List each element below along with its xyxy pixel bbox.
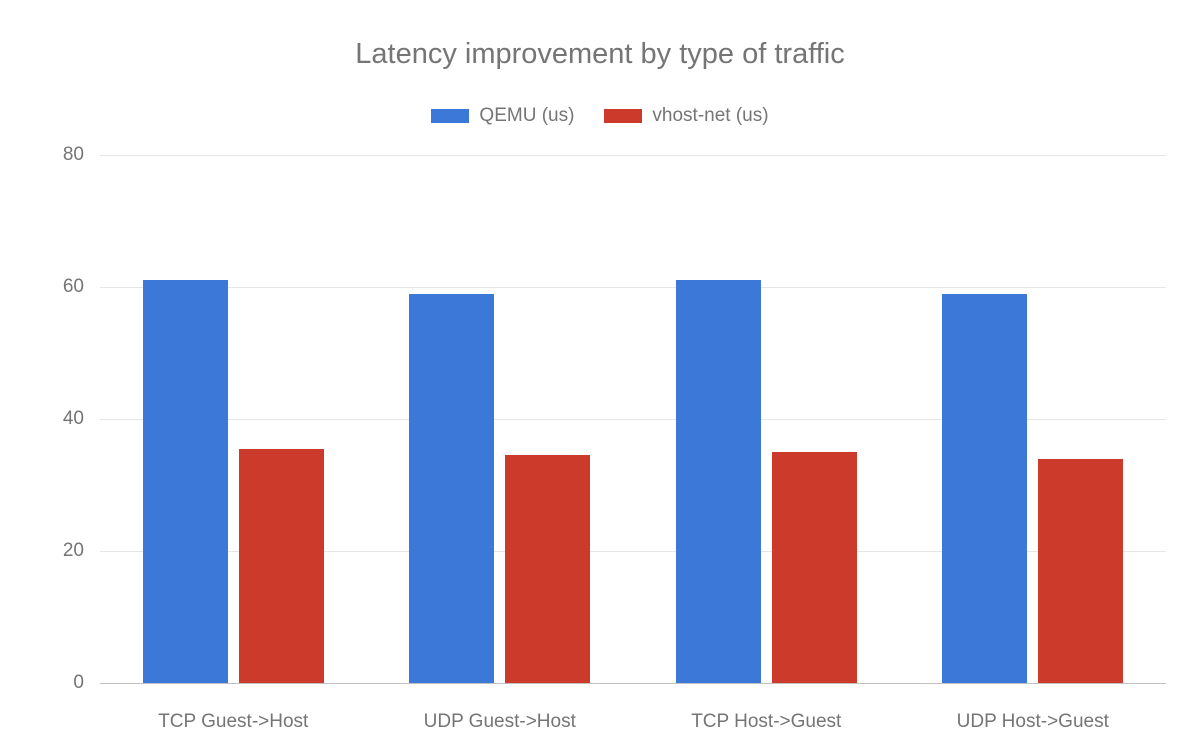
x-tick-label: TCP Guest->Host — [158, 711, 308, 733]
legend-label: QEMU (us) — [479, 105, 574, 127]
y-tick-label: 80 — [63, 144, 84, 166]
y-tick-label: 0 — [73, 672, 84, 694]
x-tick-label: UDP Host->Guest — [957, 711, 1109, 733]
gridline — [100, 155, 1166, 156]
legend-item: vhost-net (us) — [604, 105, 768, 127]
bar — [505, 455, 590, 683]
legend-swatch — [431, 109, 469, 123]
plot-area: 020406080TCP Guest->HostUDP Guest->HostT… — [100, 155, 1166, 683]
chart-legend: QEMU (us) vhost-net (us) — [0, 105, 1200, 127]
bar — [409, 294, 494, 683]
y-tick-label: 40 — [63, 408, 84, 430]
bar — [239, 449, 324, 683]
y-tick-label: 60 — [63, 276, 84, 298]
chart-title: Latency improvement by type of traffic — [0, 38, 1200, 71]
bar — [942, 294, 1027, 683]
bar — [676, 280, 761, 683]
legend-swatch — [604, 109, 642, 123]
bar — [772, 452, 857, 683]
latency-chart: Latency improvement by type of traffic Q… — [0, 0, 1200, 742]
bar — [1038, 459, 1123, 683]
x-tick-label: TCP Host->Guest — [691, 711, 841, 733]
legend-label: vhost-net (us) — [652, 105, 768, 127]
gridline — [100, 287, 1166, 288]
legend-item: QEMU (us) — [431, 105, 574, 127]
gridline — [100, 683, 1166, 684]
bar — [143, 280, 228, 683]
x-tick-label: UDP Guest->Host — [424, 711, 576, 733]
y-tick-label: 20 — [63, 540, 84, 562]
